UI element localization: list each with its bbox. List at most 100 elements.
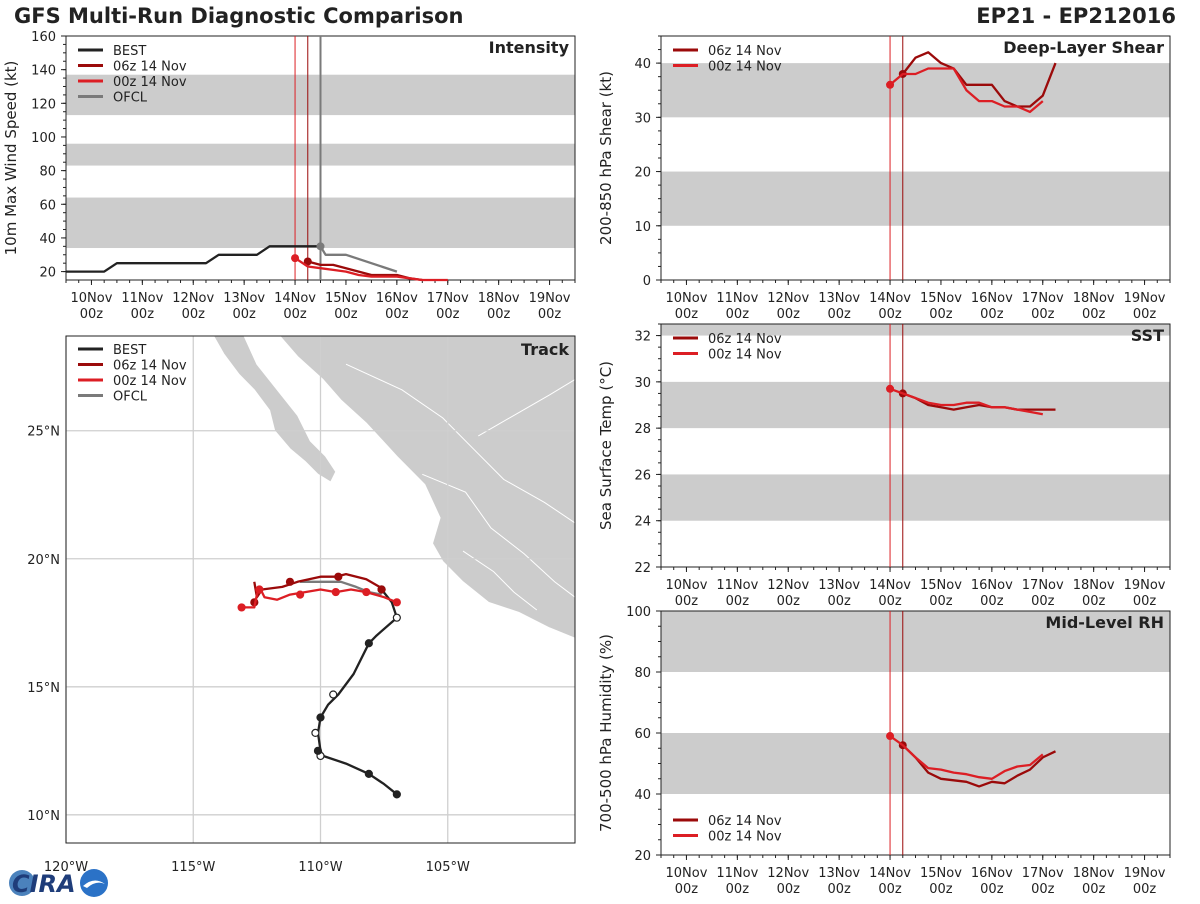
x-tick-hour-label: 00z xyxy=(283,307,307,322)
x-tick-day-label: 17Nov xyxy=(427,291,469,306)
x-tick-day-label: 11Nov xyxy=(716,866,758,881)
track-point-best xyxy=(393,791,400,798)
track-point-best xyxy=(330,691,337,698)
data-point-run_00z xyxy=(886,732,894,740)
x-tick-day-label: 10Nov xyxy=(665,291,707,306)
y-tick-label: 0 xyxy=(643,274,651,289)
y-axis-label: 200-850 hPa Shear (kt) xyxy=(597,71,615,245)
x-tick-hour-label: 00z xyxy=(980,307,1004,322)
legend-label: BEST xyxy=(113,343,146,358)
legend-label: 06z 14 Nov xyxy=(113,359,187,374)
lon-tick-label: 105°W xyxy=(426,860,470,875)
x-tick-hour-label: 00z xyxy=(1031,307,1055,322)
legend-label: 06z 14 Nov xyxy=(708,814,782,829)
legend-label: 06z 14 Nov xyxy=(708,332,782,347)
panel-title: Intensity xyxy=(489,38,570,57)
x-tick-hour-label: 00z xyxy=(232,307,256,322)
x-tick-hour-label: 00z xyxy=(1133,594,1157,609)
x-tick-day-label: 17Nov xyxy=(1022,291,1064,306)
x-tick-hour-label: 00z xyxy=(131,307,155,322)
y-tick-label: 24 xyxy=(634,515,651,530)
legend-label: OFCL xyxy=(113,390,148,405)
x-tick-hour-label: 00z xyxy=(878,882,902,897)
track-point-run_00z xyxy=(393,599,400,606)
legend-label: 00z 14 Nov xyxy=(708,830,782,845)
lat-tick-label: 15°N xyxy=(27,681,60,696)
x-tick-day-label: 15Nov xyxy=(920,578,962,593)
panel-sst: 22242628303210Nov00z11Nov00z12Nov00z13No… xyxy=(597,324,1170,609)
legend-label: 00z 14 Nov xyxy=(113,75,187,90)
x-tick-day-label: 16Nov xyxy=(971,291,1013,306)
x-tick-hour-label: 00z xyxy=(1133,882,1157,897)
y-tick-label: 140 xyxy=(31,64,56,79)
shaded-band xyxy=(661,382,1170,428)
x-tick-hour-label: 00z xyxy=(726,882,750,897)
x-tick-day-label: 16Nov xyxy=(971,866,1013,881)
x-tick-hour-label: 00z xyxy=(777,594,801,609)
x-tick-hour-label: 00z xyxy=(929,307,953,322)
panel-title: Mid-Level RH xyxy=(1045,613,1164,632)
y-tick-label: 32 xyxy=(634,330,651,345)
x-tick-hour-label: 00z xyxy=(980,882,1004,897)
shaded-band xyxy=(661,474,1170,520)
x-tick-hour-label: 00z xyxy=(929,594,953,609)
track-point-run_00z xyxy=(332,589,339,596)
x-tick-hour-label: 00z xyxy=(334,307,358,322)
x-tick-day-label: 11Nov xyxy=(716,578,758,593)
x-tick-hour-label: 00z xyxy=(436,307,460,322)
cira-logo: CIRA xyxy=(4,866,114,904)
x-tick-hour-label: 00z xyxy=(980,594,1004,609)
legend-label: 06z 14 Nov xyxy=(708,44,782,59)
y-tick-label: 40 xyxy=(39,232,56,247)
y-tick-label: 20 xyxy=(634,849,651,864)
y-axis-label: Sea Surface Temp (°C) xyxy=(597,361,615,530)
series-line-run_00z xyxy=(295,258,448,280)
legend-label: 06z 14 Nov xyxy=(113,60,187,75)
legend-label: 00z 14 Nov xyxy=(113,374,187,389)
x-tick-day-label: 15Nov xyxy=(325,291,367,306)
lon-tick-label: 110°W xyxy=(298,860,342,875)
y-tick-label: 80 xyxy=(39,165,56,180)
x-tick-hour-label: 00z xyxy=(827,307,851,322)
x-tick-hour-label: 00z xyxy=(1031,882,1055,897)
x-tick-day-label: 15Nov xyxy=(920,866,962,881)
x-tick-hour-label: 00z xyxy=(675,882,699,897)
x-tick-hour-label: 00z xyxy=(1133,307,1157,322)
x-tick-day-label: 13Nov xyxy=(223,291,265,306)
x-tick-hour-label: 00z xyxy=(182,307,206,322)
x-tick-day-label: 12Nov xyxy=(767,866,809,881)
y-tick-label: 100 xyxy=(626,605,651,620)
y-tick-label: 30 xyxy=(634,111,651,126)
x-tick-hour-label: 00z xyxy=(827,594,851,609)
x-tick-hour-label: 00z xyxy=(827,882,851,897)
legend-label: 00z 14 Nov xyxy=(708,60,782,75)
lat-tick-label: 25°N xyxy=(27,425,60,440)
x-tick-hour-label: 00z xyxy=(726,307,750,322)
cira-logo-text: CIRA xyxy=(12,870,76,898)
x-tick-hour-label: 00z xyxy=(675,594,699,609)
track-point-run_00z xyxy=(256,586,263,593)
x-tick-day-label: 19Nov xyxy=(1124,578,1166,593)
y-axis-label: 700-500 hPa Humidity (%) xyxy=(597,634,615,832)
legend-label: BEST xyxy=(113,44,146,59)
y-axis-label: 10m Max Wind Speed (kt) xyxy=(2,61,20,256)
x-tick-hour-label: 00z xyxy=(1031,594,1055,609)
x-tick-day-label: 19Nov xyxy=(1124,291,1166,306)
lon-tick-label: 115°W xyxy=(171,860,215,875)
data-point-ofcl xyxy=(317,242,325,250)
x-tick-hour-label: 00z xyxy=(726,594,750,609)
x-tick-hour-label: 00z xyxy=(878,594,902,609)
x-tick-day-label: 14Nov xyxy=(869,866,911,881)
track-point-run_00z xyxy=(363,589,370,596)
x-tick-day-label: 13Nov xyxy=(818,578,860,593)
data-point-run_00z xyxy=(291,254,299,262)
track-point-best xyxy=(393,614,400,621)
track-point-run_00z xyxy=(238,604,245,611)
legend-label: 00z 14 Nov xyxy=(708,348,782,363)
track-point-run_06z xyxy=(335,573,342,580)
track-point-run_06z xyxy=(378,586,385,593)
panel-intensity: 2040608010012014016010Nov00z11Nov00z12No… xyxy=(2,30,575,322)
x-tick-hour-label: 00z xyxy=(385,307,409,322)
